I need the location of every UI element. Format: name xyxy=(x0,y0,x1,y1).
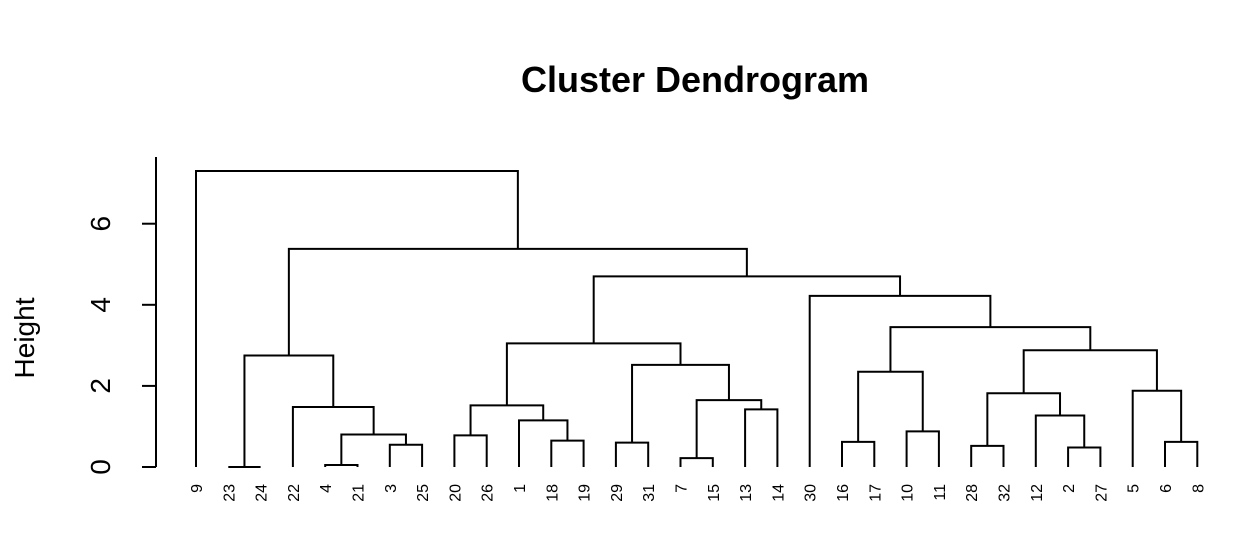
merge-link xyxy=(291,405,375,467)
merge-link xyxy=(453,434,488,467)
leaf-label: 2 xyxy=(1061,484,1078,493)
leaf-label: 15 xyxy=(706,484,723,502)
merge-link xyxy=(614,441,650,467)
merge-link xyxy=(986,392,1062,446)
y-tick-label: 0 xyxy=(85,459,116,475)
leaf-label: 13 xyxy=(738,484,755,502)
leaf-label: 12 xyxy=(1029,484,1046,502)
leaf-label: 9 xyxy=(189,484,206,493)
merge-link xyxy=(808,294,992,467)
leaf-labels: 9 23 24 22 4 21 3 25 20 26 1 18 19 29 31 7 15 13 14 30 16 17 1… xyxy=(189,484,1207,502)
leaf-label: 11 xyxy=(932,484,949,501)
y-axis-label: Height xyxy=(9,297,40,378)
leaf-label: 21 xyxy=(351,484,368,502)
merge-link xyxy=(679,457,714,467)
merge-link xyxy=(518,419,569,467)
merge-link xyxy=(340,433,407,465)
leaf-label: 16 xyxy=(835,484,852,502)
leaf-label: 14 xyxy=(770,484,787,502)
merge-link xyxy=(970,444,1005,467)
leaf-label: 32 xyxy=(997,484,1014,502)
leaf-label: 25 xyxy=(415,484,432,502)
leaf-label: 22 xyxy=(286,484,303,502)
leaf-label: 23 xyxy=(221,484,238,502)
merge-link xyxy=(841,440,876,467)
merge-link xyxy=(1034,414,1086,467)
merge-link xyxy=(550,439,585,467)
merge-link xyxy=(287,247,748,356)
y-tick-label: 6 xyxy=(85,216,116,232)
leaf-label: 29 xyxy=(609,484,626,502)
merge-link xyxy=(1067,446,1102,467)
leaf-label: 10 xyxy=(900,484,917,502)
merge-link xyxy=(905,430,940,467)
leaf-label: 19 xyxy=(577,484,594,502)
merge-link xyxy=(1164,440,1199,467)
merge-link xyxy=(889,326,1092,372)
merge-link xyxy=(505,342,682,406)
y-tick-label: 4 xyxy=(85,297,116,313)
leaf-label: 5 xyxy=(1126,484,1143,493)
leaf-label: 26 xyxy=(480,484,497,502)
merge-link xyxy=(631,363,730,443)
leaf-label: 1 xyxy=(512,484,529,493)
merge-link xyxy=(1131,389,1183,467)
merge-link xyxy=(195,170,519,467)
merge-link xyxy=(243,354,335,467)
leaf-label: 4 xyxy=(318,484,335,493)
leaf-label: 24 xyxy=(254,484,271,502)
leaf-label: 31 xyxy=(641,484,658,502)
chart-title: Cluster Dendrogram xyxy=(521,59,869,100)
leaf-label: 20 xyxy=(447,484,464,502)
merge-link xyxy=(388,443,424,467)
leaf-label: 7 xyxy=(674,484,691,493)
leaf-label: 28 xyxy=(964,484,981,502)
leaf-label: 27 xyxy=(1093,484,1110,502)
merge-link xyxy=(744,408,779,467)
merge-link xyxy=(695,399,763,459)
leaf-label: 8 xyxy=(1190,484,1207,493)
leaf-label: 3 xyxy=(383,484,400,493)
leaf-label: 30 xyxy=(803,484,820,502)
y-tick-label: 2 xyxy=(85,378,116,394)
leaf-label: 18 xyxy=(544,484,561,502)
merge-link xyxy=(1022,349,1158,394)
leaf-label: 17 xyxy=(867,484,884,502)
merge-link xyxy=(592,275,902,344)
y-axis: 0 2 4 6 xyxy=(85,157,157,475)
leaf-label: 6 xyxy=(1158,484,1175,493)
dendrogram-tree xyxy=(195,170,1199,468)
merge-link xyxy=(324,463,359,467)
